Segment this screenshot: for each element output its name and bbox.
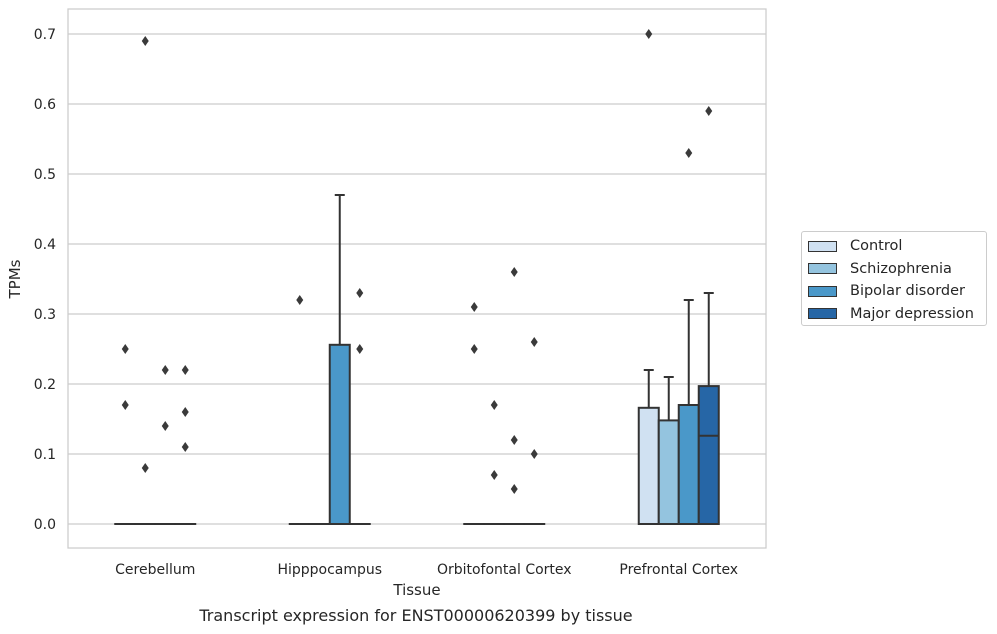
y-ticks: 0.0 0.1 0.2 0.3 0.4 0.5 0.6 0.7	[34, 27, 56, 533]
y-tick-label: 0.4	[34, 237, 56, 253]
legend-swatch	[808, 308, 837, 319]
outlier-marker	[510, 484, 518, 494]
legend-label: Major depression	[850, 305, 974, 322]
outlier-marker	[530, 449, 538, 459]
y-tick-label: 0.5	[34, 167, 56, 183]
outlier-marker	[121, 400, 129, 410]
y-axis-title: TPMs	[6, 259, 24, 299]
outlier-marker	[490, 400, 498, 410]
outlier-marker	[470, 302, 478, 312]
boxes	[114, 194, 720, 526]
legend-item: Major depression	[808, 304, 974, 324]
outlier-marker	[141, 463, 149, 473]
x-axis-title: Tissue	[392, 581, 440, 599]
y-tick-label: 0.7	[34, 27, 56, 43]
outlier-marker	[121, 344, 129, 354]
legend-item: Control	[808, 236, 902, 256]
box	[697, 385, 720, 525]
outlier-marker	[296, 295, 304, 305]
outlier-marker	[685, 148, 693, 158]
box	[657, 419, 680, 525]
outlier-marker	[181, 407, 189, 417]
legend-swatch	[808, 263, 837, 274]
legend-item: Schizophrenia	[808, 259, 952, 279]
outlier-marker	[490, 470, 498, 480]
outlier-marker	[161, 421, 169, 431]
y-tick-label: 0.3	[34, 307, 56, 323]
outlier-marker	[705, 106, 713, 116]
outlier-marker	[530, 337, 538, 347]
outlier-marker	[356, 344, 364, 354]
legend-swatch	[808, 240, 837, 252]
box	[637, 406, 660, 525]
y-tick-label: 0.1	[34, 447, 56, 463]
outlier-marker	[510, 435, 518, 445]
outliers	[121, 29, 713, 494]
outlier-marker	[470, 344, 478, 354]
outlier-marker	[181, 442, 189, 452]
y-tick-label: 0.6	[34, 97, 56, 113]
legend-label: Bipolar disorder	[850, 283, 965, 299]
legend-label: Schizophrenia	[850, 260, 952, 277]
x-tick-label: Cerebellum	[115, 562, 195, 578]
x-ticks: Cerebellum Hipppocampus Orbitofontal Corte…	[115, 562, 738, 578]
outlier-marker	[356, 288, 364, 298]
outlier-marker	[141, 36, 149, 46]
outlier-marker	[510, 267, 518, 277]
legend-label: Control	[850, 238, 903, 254]
y-tick-label: 0.0	[34, 517, 56, 533]
outlier-marker	[645, 29, 653, 39]
chart-caption: Transcript expression for ENST0000062039…	[199, 606, 633, 625]
box	[328, 343, 351, 525]
legend-swatch	[808, 285, 837, 297]
legend: Control Schizophrenia Bipolar disorder Majo…	[801, 231, 987, 326]
outlier-marker	[161, 365, 169, 375]
x-tick-label: Orbitofontal Cortex	[437, 562, 572, 578]
box	[677, 404, 700, 525]
legend-item: Bipolar disorder	[808, 281, 965, 301]
y-tick-label: 0.2	[34, 377, 56, 393]
outlier-marker	[181, 365, 189, 375]
x-tick-label: Prefrontal Cortex	[619, 562, 738, 578]
x-tick-label: Hipppocampus	[277, 562, 382, 578]
